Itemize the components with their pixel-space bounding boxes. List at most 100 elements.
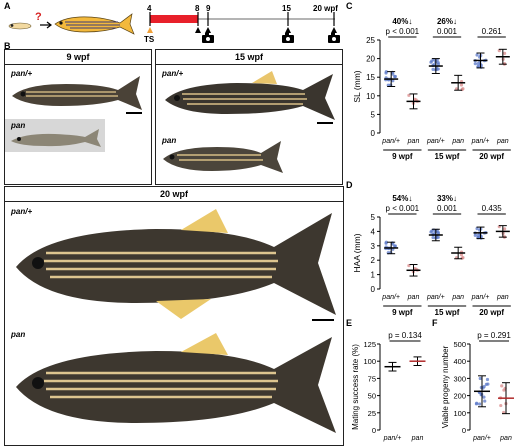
- box-title: 15 wpf: [156, 50, 342, 65]
- p-value: p < 0.001: [386, 27, 420, 36]
- y-tick-label: 100: [453, 409, 466, 418]
- y-tick-label: 500: [453, 340, 466, 349]
- question-mark: ?: [35, 11, 42, 23]
- y-tick-label: 25: [366, 36, 375, 45]
- x-tick-label: pan: [451, 294, 464, 301]
- x-tick-label: pan/+: [472, 435, 491, 442]
- x-tick-label: pan/+: [471, 294, 490, 301]
- y-tick-label: 15: [366, 73, 375, 82]
- y-tick-label: 0: [462, 426, 466, 435]
- y-tick-label: 75: [368, 374, 376, 383]
- data-point: [485, 377, 490, 382]
- data-point: [454, 87, 459, 91]
- genotype-label: pan: [11, 330, 26, 339]
- y-tick-label: 300: [453, 374, 466, 383]
- data-point: [393, 75, 397, 79]
- data-point: [475, 53, 479, 57]
- y-tick-label: 100: [363, 357, 376, 366]
- camera-icon: [328, 33, 340, 43]
- y-tick-label: 400: [453, 357, 466, 366]
- y-tick-label: 0: [372, 426, 376, 435]
- y-axis-label: SL (mm): [352, 70, 362, 102]
- x-tick-label: pan: [407, 138, 420, 145]
- data-point: [429, 60, 433, 64]
- data-point: [497, 49, 501, 53]
- y-tick-label: 50: [368, 392, 376, 401]
- genotype-label: pan: [11, 121, 26, 130]
- box-9wpf: 9 wpf pan/+ pan: [4, 49, 152, 185]
- y-axis-label: HAA (mm): [352, 233, 362, 272]
- x-tick-label: pan/+: [383, 435, 402, 442]
- panel-label-d: D: [346, 180, 353, 190]
- camera-icon: [202, 33, 214, 43]
- data-point: [431, 67, 435, 71]
- data-point: [503, 227, 507, 231]
- genotype-label: pan: [162, 136, 177, 145]
- fish-photo: [6, 66, 150, 118]
- panel-label-b: B: [4, 41, 11, 51]
- x-tick-label: pan/+: [381, 138, 400, 145]
- data-point: [393, 244, 397, 248]
- data-point: [483, 399, 487, 403]
- p-value: p = 0.291: [477, 331, 511, 340]
- panel-label-e: E: [346, 318, 353, 328]
- scale-bar: [126, 112, 142, 114]
- y-tick-label: 1: [371, 271, 376, 280]
- group-label: 15 wpf: [435, 308, 460, 317]
- data-point: [482, 384, 486, 389]
- panel-label-a: A: [4, 1, 11, 11]
- genotype-label: pan/+: [162, 69, 184, 78]
- p-value: 0.261: [482, 27, 503, 36]
- group-label: 15 wpf: [435, 152, 460, 161]
- scale-bar: [317, 122, 333, 124]
- x-tick-label: pan: [496, 138, 509, 145]
- group-label: 9 wpf: [392, 308, 413, 317]
- percent-change: 40%↓: [392, 17, 412, 26]
- data-point: [460, 256, 464, 260]
- tick-15: 15: [282, 4, 291, 13]
- data-point: [459, 253, 464, 257]
- p-value: 0.001: [437, 27, 458, 36]
- data-point: [473, 233, 477, 237]
- data-point: [476, 62, 480, 66]
- data-point: [391, 79, 395, 83]
- panel-label-c: C: [346, 1, 353, 11]
- genotype-label: pan/+: [11, 69, 33, 78]
- data-point: [477, 402, 482, 406]
- group-label: 9 wpf: [392, 152, 413, 161]
- y-tick-label: 4: [371, 227, 376, 236]
- box-title: 9 wpf: [5, 50, 151, 65]
- box-title: 20 wpf: [5, 187, 343, 202]
- fish-photo: [5, 119, 105, 152]
- y-tick-label: 5: [371, 110, 376, 119]
- data-point: [476, 233, 480, 237]
- x-tick-label: pan/+: [471, 138, 490, 145]
- data-point: [482, 395, 486, 399]
- data-point: [478, 376, 482, 381]
- data-point: [500, 384, 504, 388]
- data-point: [431, 235, 435, 240]
- camera-icon: [282, 33, 294, 43]
- fish-photo: [157, 66, 341, 128]
- y-axis-label: Mating success rate (%): [351, 344, 360, 430]
- y-tick-label: 2: [371, 256, 376, 265]
- percent-change: 54%↓: [392, 194, 412, 203]
- arrow-icon: [40, 21, 52, 29]
- treatment-bar: [150, 15, 198, 23]
- data-point: [384, 240, 388, 244]
- percent-change: 33%↓: [437, 194, 457, 203]
- tick-20: 20 wpf: [313, 4, 338, 13]
- group-label: 20 wpf: [479, 152, 504, 161]
- tick-8: 8: [195, 4, 200, 13]
- larva-icon: [8, 22, 32, 30]
- tick-4: 4: [147, 4, 152, 13]
- y-tick-label: 125: [363, 340, 376, 349]
- x-tick-label: pan: [451, 138, 464, 145]
- y-tick-label: 25: [368, 409, 376, 418]
- x-tick-label: pan: [499, 435, 512, 442]
- data-point: [459, 83, 464, 87]
- p-value: p = 0.134: [388, 331, 422, 340]
